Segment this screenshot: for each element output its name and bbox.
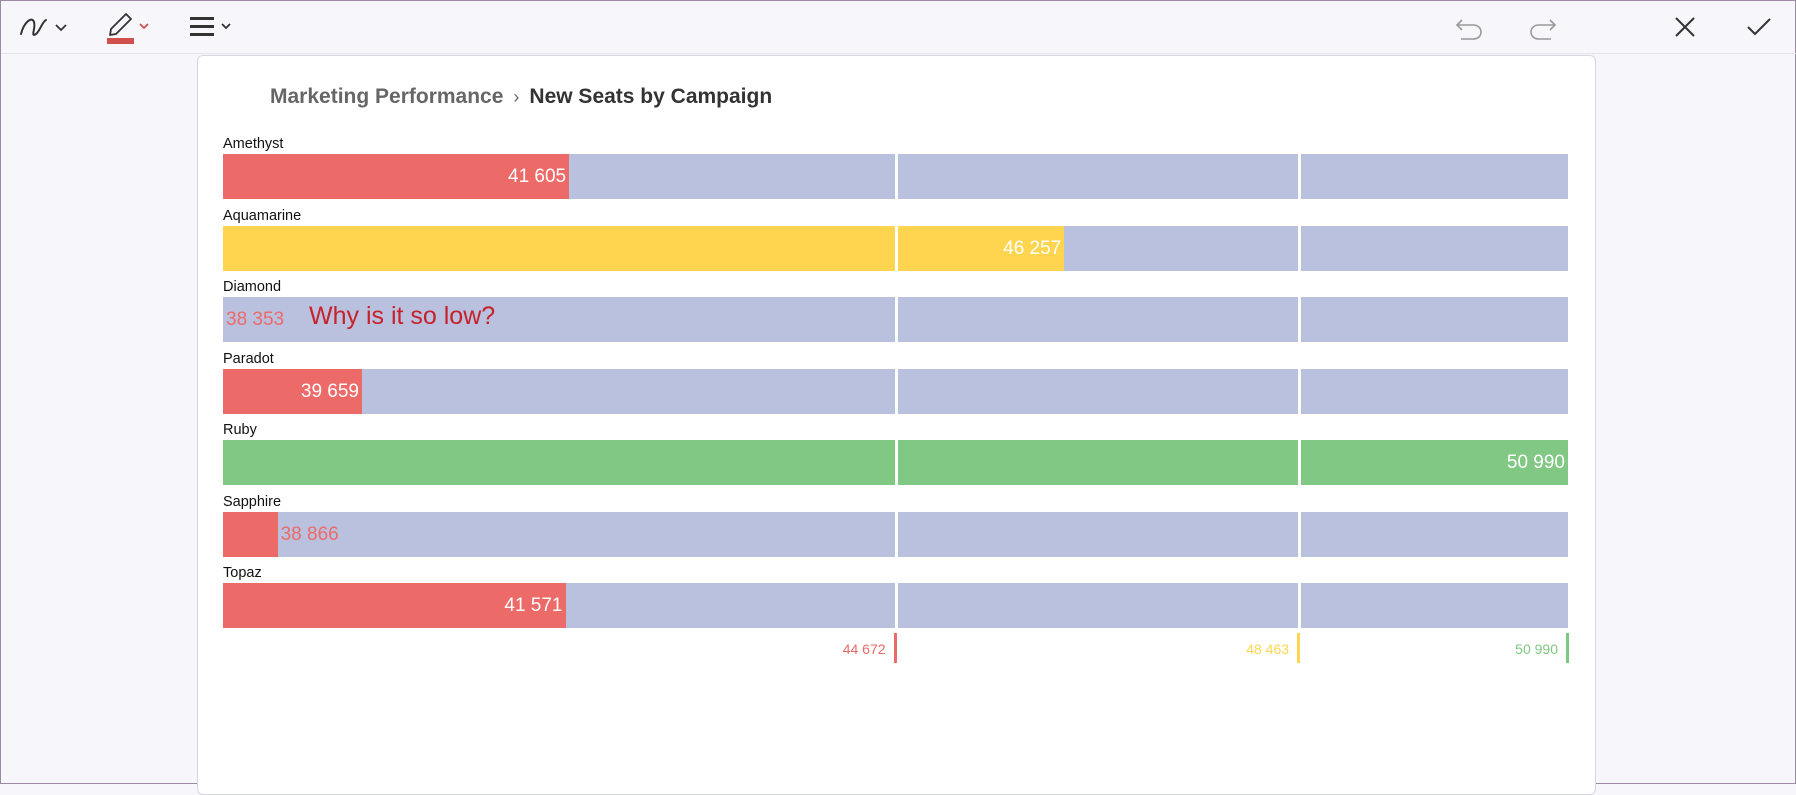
bar-track[interactable]: 46 257 bbox=[223, 225, 1568, 271]
annotation-note[interactable]: Why is it so low? bbox=[309, 302, 496, 330]
ink-stroke-icon bbox=[20, 18, 67, 36]
threshold-divider bbox=[894, 583, 898, 628]
pen-tool-button[interactable] bbox=[99, 7, 155, 47]
bar-value-label: 39 659 bbox=[300, 380, 360, 402]
bar-paradot[interactable] bbox=[223, 368, 362, 414]
bar-aquamarine[interactable] bbox=[223, 225, 1065, 271]
threshold-divider bbox=[1298, 154, 1302, 199]
redo-icon bbox=[1530, 19, 1557, 40]
bar-value-label: 38 353 bbox=[226, 309, 285, 330]
annotation-toolbar bbox=[1, 1, 1796, 54]
threshold-divider bbox=[1298, 440, 1302, 485]
threshold-divider bbox=[1298, 225, 1302, 271]
bar-track[interactable]: 38 353 bbox=[223, 297, 1568, 342]
bar-track[interactable]: 50 990 bbox=[223, 440, 1568, 485]
category-label: Topaz bbox=[223, 565, 262, 581]
threshold-divider bbox=[894, 225, 898, 271]
ink-tool-button[interactable] bbox=[15, 7, 71, 47]
category-label: Amethyst bbox=[223, 136, 284, 152]
category-label: Paradot bbox=[223, 350, 274, 367]
breadcrumb-parent[interactable]: Marketing Performance bbox=[270, 85, 504, 108]
threshold-divider bbox=[1298, 583, 1302, 628]
bar-track[interactable]: 41 605 bbox=[223, 154, 1568, 199]
threshold-divider bbox=[894, 297, 898, 342]
category-label: Diamond bbox=[223, 279, 282, 295]
bar-track[interactable]: 39 659 bbox=[223, 368, 1568, 414]
threshold-marker bbox=[1566, 632, 1569, 663]
threshold-divider bbox=[894, 440, 898, 485]
menu-button[interactable] bbox=[183, 7, 239, 47]
bullet-bar-chart: Amethyst 41 605 Aquamarine 46 257 Diamond 38 … bbox=[223, 136, 1569, 696]
threshold-divider bbox=[1298, 511, 1302, 557]
confirm-button[interactable] bbox=[1739, 7, 1779, 47]
threshold-divider bbox=[894, 368, 898, 414]
category-label: Sapphire bbox=[223, 493, 282, 510]
threshold-label: 48 463 bbox=[1246, 640, 1290, 657]
bar-sapphire[interactable] bbox=[223, 511, 278, 557]
close-icon bbox=[1675, 17, 1695, 37]
bar-value-label: 41 571 bbox=[504, 595, 563, 616]
hamburger-menu-icon bbox=[190, 17, 231, 36]
threshold-marker bbox=[893, 632, 897, 663]
threshold-label: 50 990 bbox=[1515, 640, 1558, 657]
bar-amethyst[interactable] bbox=[223, 154, 570, 199]
threshold-divider bbox=[1298, 368, 1302, 414]
bar-value-label: 46 257 bbox=[1003, 237, 1062, 259]
checkmark-icon bbox=[1747, 18, 1771, 36]
threshold-marker bbox=[1297, 632, 1301, 663]
threshold-divider bbox=[894, 511, 898, 557]
category-label: Aquamarine bbox=[223, 207, 302, 224]
threshold-divider bbox=[1298, 297, 1302, 342]
breadcrumb-separator: › bbox=[513, 86, 520, 107]
bar-track[interactable]: 38 866 bbox=[223, 511, 1568, 557]
pen-icon bbox=[107, 13, 149, 44]
category-label: Ruby bbox=[223, 422, 257, 438]
breadcrumb-current: New Seats by Campaign bbox=[529, 85, 773, 108]
bar-value-label: 50 990 bbox=[1506, 452, 1565, 473]
close-button[interactable] bbox=[1665, 7, 1705, 47]
threshold-label: 44 672 bbox=[842, 640, 886, 657]
bar-value-label: 38 866 bbox=[280, 523, 339, 545]
threshold-divider bbox=[894, 154, 898, 199]
bar-topaz[interactable] bbox=[223, 583, 566, 628]
bar-value-label: 41 605 bbox=[508, 166, 567, 187]
chart-card: Marketing Performance › New Seats by Cam… bbox=[197, 55, 1596, 795]
breadcrumb: Marketing Performance › New Seats by Cam… bbox=[270, 82, 772, 112]
bar-track[interactable]: 41 571 bbox=[223, 583, 1568, 628]
undo-button[interactable] bbox=[1449, 7, 1489, 47]
redo-button[interactable] bbox=[1523, 7, 1563, 47]
undo-icon bbox=[1455, 19, 1482, 40]
